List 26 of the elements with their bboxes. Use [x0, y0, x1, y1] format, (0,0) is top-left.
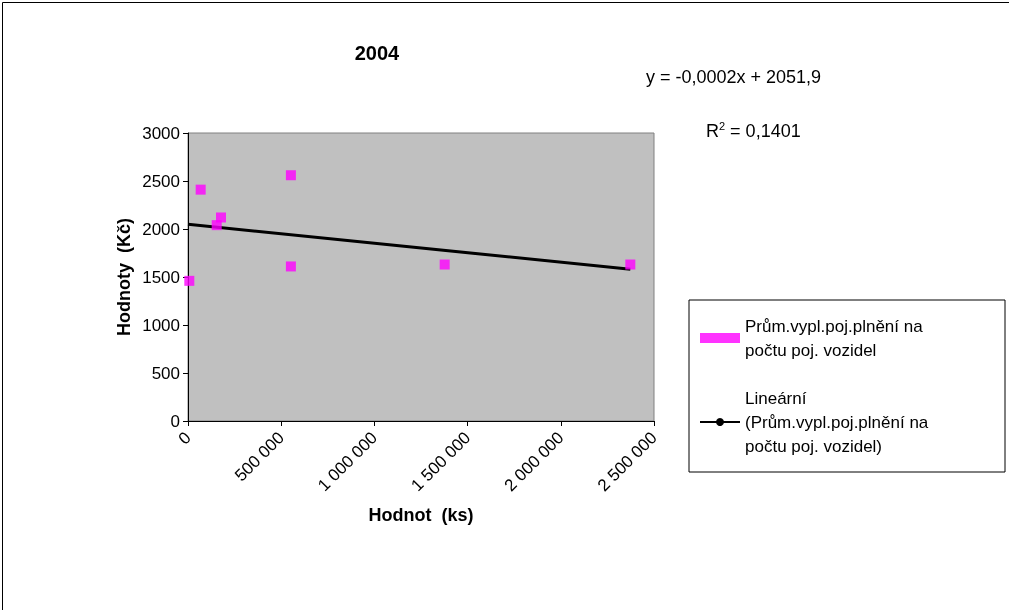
legend-label: Prům.vypl.poj.plnění na počtu poj. vozidel — [745, 316, 928, 360]
y-tick-label: 2500 — [142, 171, 180, 191]
x-tick-label: 2 000 000 — [500, 428, 568, 496]
point — [625, 259, 636, 270]
y-tick-label: 0 — [170, 411, 180, 431]
x-tick-label: 1 500 000 — [407, 428, 475, 496]
x-tick-label: 500 000 — [231, 428, 288, 486]
y-axis-title: Hodnoty (Kč) — [114, 218, 134, 336]
text: y = -0,0002x + 2051,9 — [646, 67, 822, 87]
y-tick-label: 1500 — [142, 267, 180, 287]
legend-label: Lineární (Prům.vypl.poj.plnění na počtu poj. vozidel) — [745, 388, 934, 456]
x-tick-label: 2 500 000 — [593, 428, 661, 496]
point — [285, 261, 296, 272]
y-tick-label: 2000 — [142, 219, 180, 239]
y-tick-label: 500 — [151, 363, 180, 383]
x-tick-label: 1 000 000 — [314, 428, 382, 496]
point — [215, 212, 226, 223]
y-tick-label: 3000 — [142, 123, 180, 143]
chart-title: 2004 — [354, 42, 401, 64]
point — [195, 184, 206, 195]
point — [285, 170, 296, 181]
x-tick-label: 0 — [174, 428, 195, 449]
point — [439, 259, 450, 270]
point — [184, 275, 195, 286]
y-tick-label: 1000 — [142, 315, 180, 335]
x-axis-title: Hodnot (ks) — [368, 505, 474, 525]
